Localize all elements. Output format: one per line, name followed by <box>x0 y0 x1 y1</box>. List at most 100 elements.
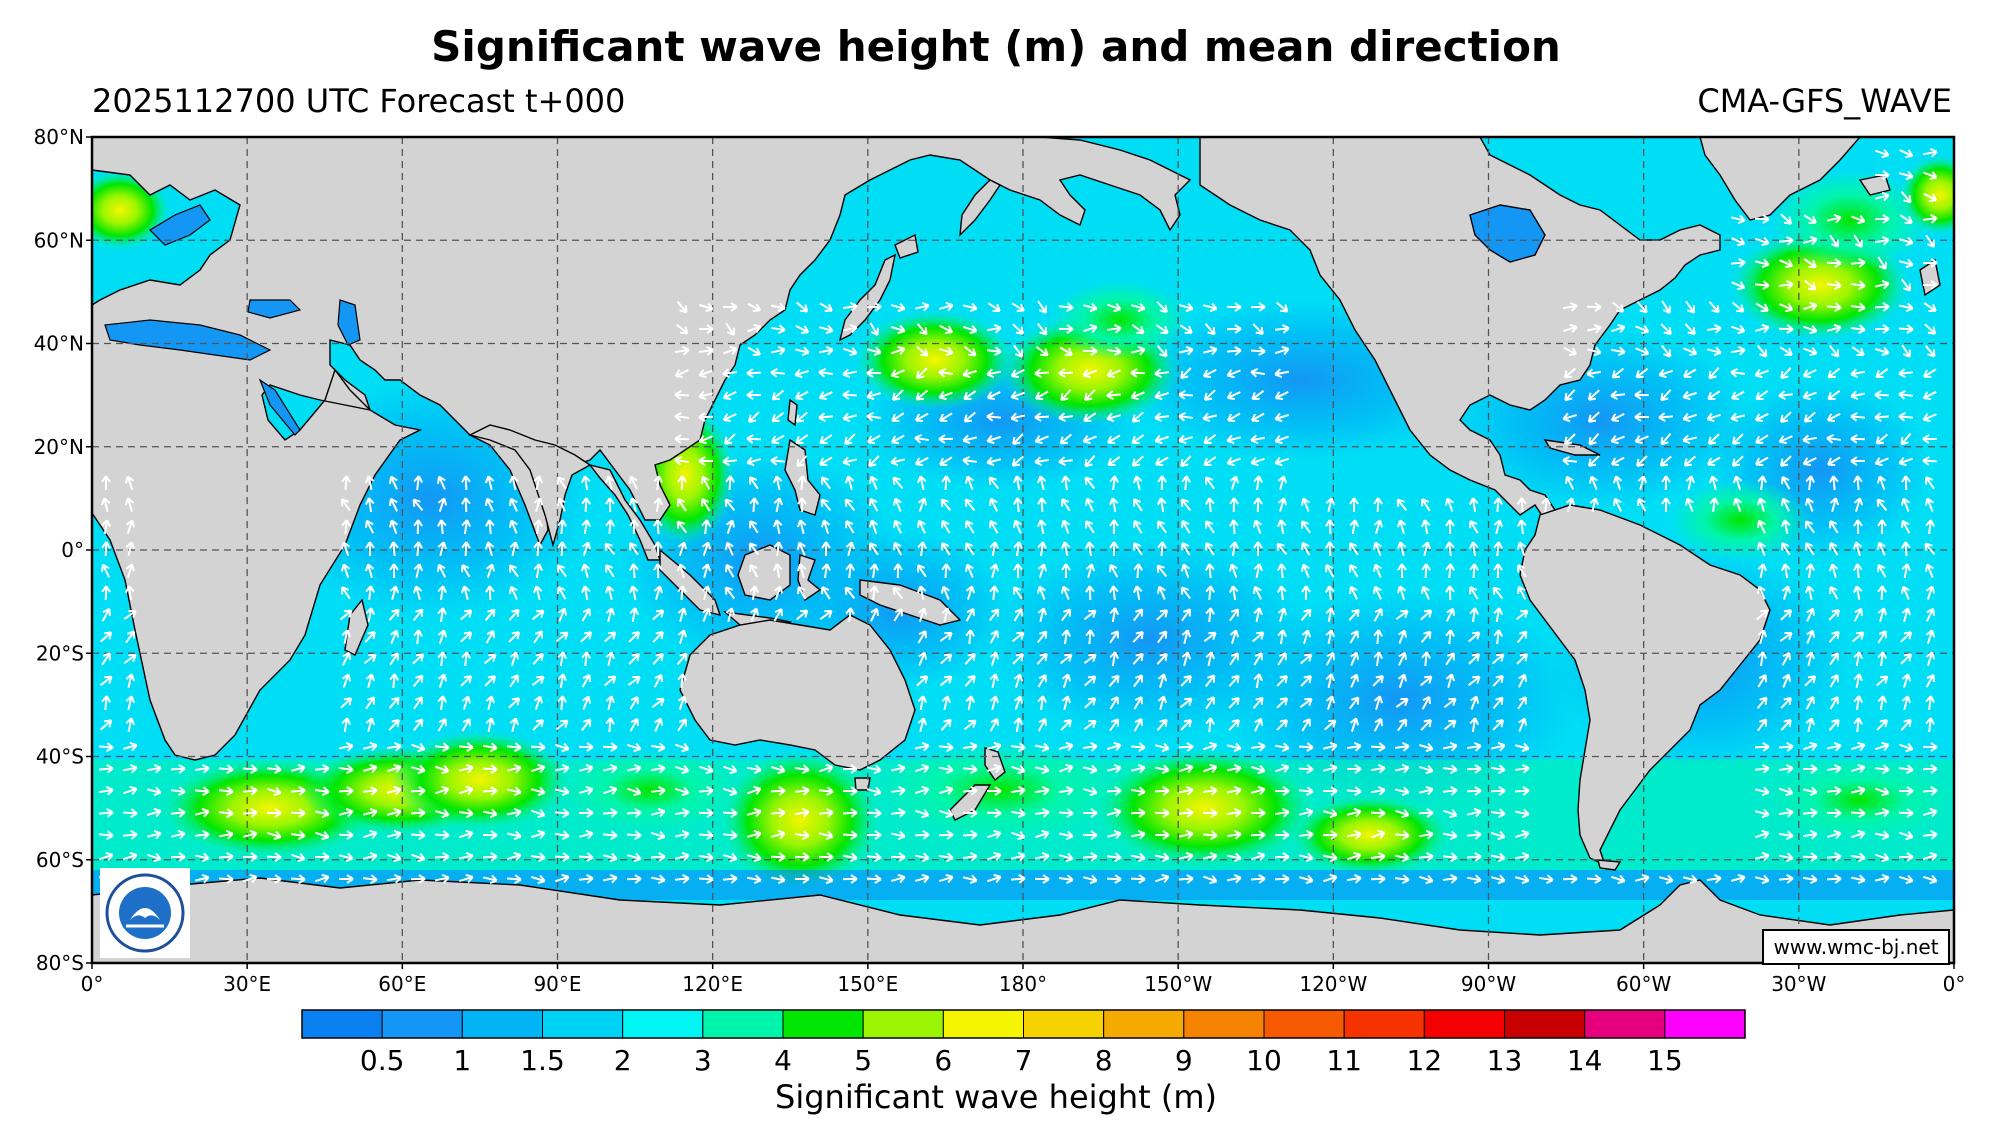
colorbar-swatch <box>1423 1009 1506 1039</box>
direction-arrow <box>916 475 927 491</box>
direction-arrow <box>1637 498 1647 512</box>
direction-arrow <box>580 631 593 643</box>
direction-arrow <box>1781 651 1791 666</box>
direction-arrow <box>1202 368 1217 378</box>
direction-arrow <box>1874 235 1890 246</box>
direction-arrow <box>916 519 926 534</box>
direction-arrow <box>532 585 543 601</box>
direction-arrow <box>1348 608 1360 621</box>
direction-arrow <box>1925 519 1935 535</box>
direction-arrow <box>1061 563 1071 579</box>
direction-arrow <box>941 607 952 623</box>
direction-arrow <box>964 475 974 490</box>
direction-arrow <box>749 520 759 534</box>
direction-arrow <box>1203 456 1217 466</box>
direction-arrow <box>1850 280 1866 291</box>
direction-arrow <box>1373 519 1384 534</box>
direction-arrow <box>677 673 687 689</box>
direction-arrow <box>652 630 664 643</box>
direction-arrow <box>1780 609 1793 621</box>
direction-arrow <box>533 630 543 644</box>
australia <box>679 614 916 771</box>
direction-arrow <box>484 608 496 622</box>
direction-arrow <box>1013 344 1024 358</box>
direction-arrow <box>1493 519 1504 535</box>
direction-arrow <box>677 629 688 644</box>
direction-arrow <box>916 675 929 687</box>
direction-arrow <box>819 434 833 445</box>
direction-arrow <box>436 475 446 490</box>
direction-arrow <box>1828 344 1840 358</box>
direction-arrow <box>797 475 807 491</box>
direction-arrow <box>1059 653 1073 665</box>
direction-arrow <box>1133 498 1143 512</box>
direction-arrow <box>676 520 688 534</box>
direction-arrow <box>1060 519 1071 534</box>
direction-arrow <box>965 629 975 645</box>
direction-arrow <box>1925 629 1936 644</box>
direction-arrow <box>1610 412 1625 423</box>
direction-arrow <box>1803 324 1818 335</box>
direction-arrow <box>1564 389 1576 402</box>
direction-arrow <box>1130 368 1146 378</box>
direction-arrow <box>1060 608 1072 622</box>
direction-arrow <box>1780 411 1792 423</box>
direction-arrow <box>124 497 135 512</box>
direction-arrow <box>100 631 113 643</box>
direction-arrow <box>123 653 137 664</box>
direction-arrow <box>1874 412 1890 422</box>
colorbar-tick-label: 13 <box>1487 1044 1523 1077</box>
direction-arrow <box>1251 631 1265 643</box>
direction-arrow <box>1109 607 1120 623</box>
direction-arrow <box>1274 368 1290 379</box>
colorbar-tick-label: 15 <box>1647 1044 1683 1077</box>
direction-arrow <box>1250 367 1266 378</box>
direction-arrow <box>725 519 736 534</box>
direction-arrow <box>1660 433 1672 446</box>
direction-arrow <box>1157 541 1167 557</box>
direction-arrow <box>818 367 834 378</box>
direction-arrow <box>1683 368 1697 378</box>
direction-arrow <box>412 653 425 665</box>
direction-arrow <box>844 475 855 491</box>
direction-arrow <box>1922 214 1938 224</box>
direction-arrow <box>917 497 928 512</box>
direction-arrow <box>1229 497 1239 513</box>
colorbar-tick-label: 6 <box>934 1044 952 1077</box>
direction-arrow <box>412 585 423 601</box>
direction-arrow <box>365 696 375 710</box>
direction-arrow <box>818 391 833 401</box>
direction-arrow <box>460 585 471 601</box>
direction-arrow <box>941 475 951 491</box>
direction-arrow <box>1107 456 1121 467</box>
direction-arrow <box>340 697 353 709</box>
direction-arrow <box>773 541 783 557</box>
direction-arrow <box>1229 608 1240 622</box>
lat-tick-label: 20°N <box>34 435 84 459</box>
direction-arrow <box>1036 652 1048 665</box>
direction-arrow <box>125 563 136 578</box>
direction-arrow <box>1730 345 1746 356</box>
direction-arrow <box>1755 390 1769 401</box>
direction-arrow <box>485 585 495 601</box>
direction-arrow <box>1420 609 1433 621</box>
direction-arrow <box>1061 498 1071 512</box>
direction-arrow <box>1803 258 1817 268</box>
colorbar-tick-label: 4 <box>774 1044 792 1077</box>
lon-tick-label: 0° <box>81 972 104 996</box>
direction-arrow <box>1109 630 1119 644</box>
direction-arrow <box>1202 345 1218 356</box>
direction-arrow <box>1732 433 1744 445</box>
direction-arrow <box>747 302 762 312</box>
direction-arrow <box>340 541 351 556</box>
direction-arrow <box>1205 497 1215 513</box>
madagascar <box>344 598 369 656</box>
direction-arrow <box>843 346 858 357</box>
direction-arrow <box>1803 214 1817 224</box>
direction-arrow <box>1611 367 1625 379</box>
lat-tick-label: 0° <box>61 538 84 562</box>
direction-arrow <box>868 519 879 534</box>
direction-arrow <box>556 497 566 512</box>
direction-arrow <box>725 475 735 491</box>
direction-arrow <box>1853 563 1863 579</box>
